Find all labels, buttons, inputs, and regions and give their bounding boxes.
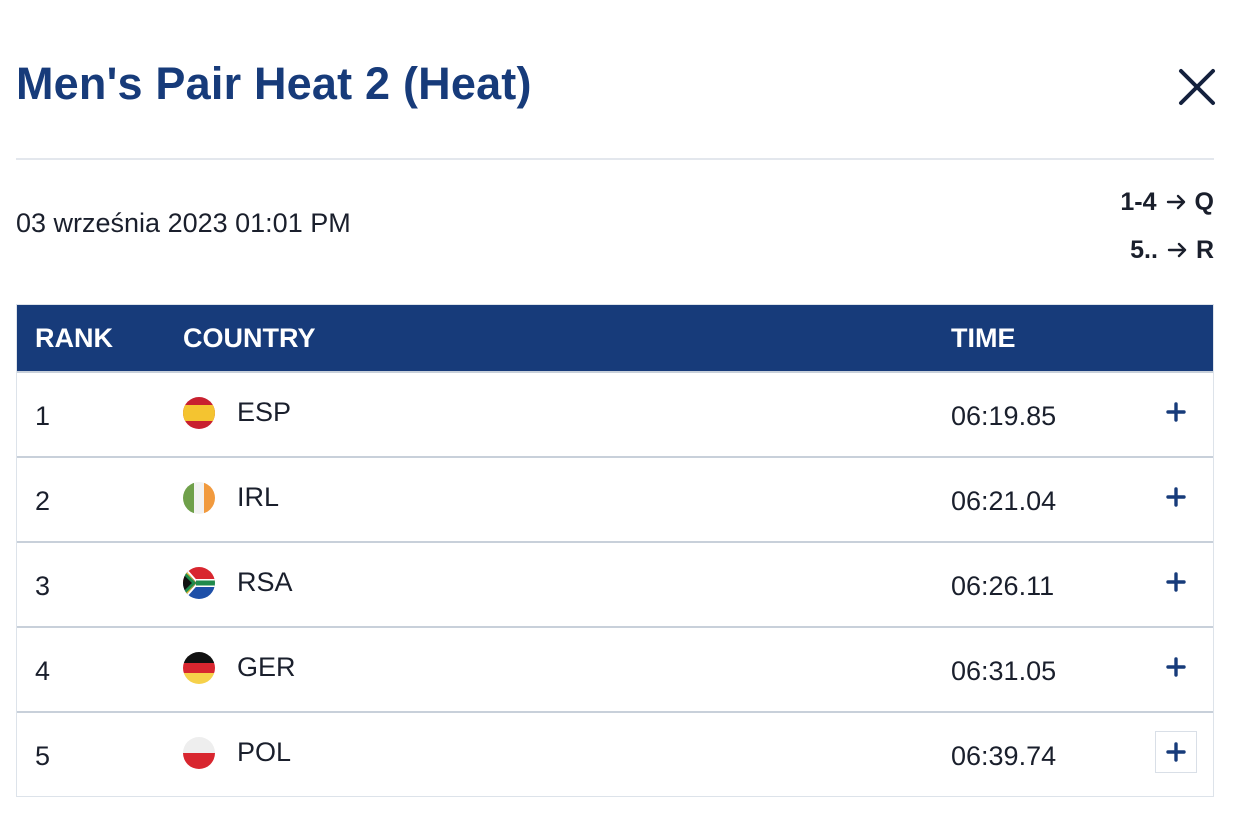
progression-rule: 5.. R xyxy=(1120,234,1214,266)
south-africa-flag-icon xyxy=(183,567,215,599)
expand-row-button[interactable] xyxy=(1155,561,1197,603)
country-cell: GER xyxy=(237,652,296,682)
header-divider xyxy=(16,158,1214,160)
expand-row-button[interactable] xyxy=(1155,391,1197,433)
column-header-time: TIME xyxy=(951,323,1016,353)
rank-cell: 1 xyxy=(35,401,51,431)
plus-icon xyxy=(1166,657,1186,677)
expand-row-button[interactable] xyxy=(1155,476,1197,518)
spain-flag-icon xyxy=(183,397,215,429)
time-cell: 06:21.04 xyxy=(951,486,1057,516)
results-table: RANK COUNTRY TIME 1 ESP 06:19.85 2 IRL 0… xyxy=(16,304,1214,797)
time-cell: 06:19.85 xyxy=(951,401,1057,431)
progression-range: 5.. xyxy=(1130,235,1158,264)
rank-cell: 4 xyxy=(35,656,51,686)
close-icon xyxy=(1179,69,1215,105)
plus-icon xyxy=(1166,487,1186,507)
plus-icon xyxy=(1166,742,1186,762)
rank-cell: 3 xyxy=(35,571,51,601)
arrow-right-icon xyxy=(1166,238,1190,262)
time-cell: 06:31.05 xyxy=(951,656,1057,686)
germany-flag-icon xyxy=(183,652,215,684)
country-cell: POL xyxy=(237,737,292,767)
table-row: 5 POL 06:39.74 xyxy=(17,711,1213,796)
country-cell: IRL xyxy=(237,482,280,512)
page-title: Men's Pair Heat 2 (Heat) xyxy=(16,58,532,109)
event-date: 03 września 2023 01:01 PM xyxy=(16,208,351,238)
rank-cell: 5 xyxy=(35,741,51,771)
country-cell: RSA xyxy=(237,567,293,597)
rank-cell: 2 xyxy=(35,486,51,516)
column-header-country: COUNTRY xyxy=(183,323,316,353)
table-row: 2 IRL 06:21.04 xyxy=(17,456,1213,541)
table-row: 1 ESP 06:19.85 xyxy=(17,371,1213,456)
progression-rules: 1-4 Q 5.. R xyxy=(1120,186,1214,282)
table-row: 4 GER 06:31.05 xyxy=(17,626,1213,711)
expand-row-button[interactable] xyxy=(1155,646,1197,688)
arrow-right-icon xyxy=(1165,190,1189,214)
time-cell: 06:26.11 xyxy=(951,571,1055,601)
column-header-rank: RANK xyxy=(35,323,113,353)
close-button[interactable] xyxy=(1176,66,1218,108)
country-cell: ESP xyxy=(237,397,292,427)
table-header: RANK COUNTRY TIME xyxy=(17,305,1213,371)
progression-target: Q xyxy=(1194,187,1214,216)
progression-target: R xyxy=(1195,235,1214,264)
poland-flag-icon xyxy=(183,737,215,769)
time-cell: 06:39.74 xyxy=(951,741,1057,771)
progression-range: 1-4 xyxy=(1120,187,1157,216)
plus-icon xyxy=(1166,402,1186,422)
expand-row-button[interactable] xyxy=(1155,731,1197,773)
table-row: 3 RSA 06:26.11 xyxy=(17,541,1213,626)
progression-rule: 1-4 Q xyxy=(1120,186,1214,218)
plus-icon xyxy=(1166,572,1186,592)
ireland-flag-icon xyxy=(183,482,215,514)
